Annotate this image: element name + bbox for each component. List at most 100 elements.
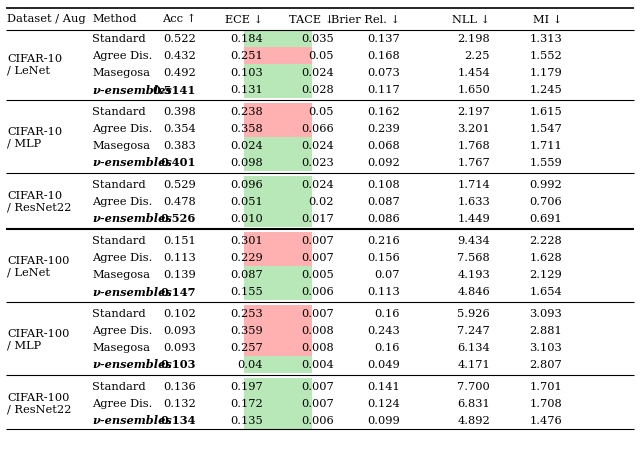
Text: 1.615: 1.615 <box>529 107 562 117</box>
Text: 1.654: 1.654 <box>529 287 562 297</box>
Text: 3.201: 3.201 <box>457 124 490 134</box>
Text: 0.024: 0.024 <box>301 179 334 189</box>
Text: 1.708: 1.708 <box>529 398 562 408</box>
Text: MI ↓: MI ↓ <box>532 14 562 24</box>
Text: 0.051: 0.051 <box>230 197 263 207</box>
Text: TACE ↓: TACE ↓ <box>289 14 334 24</box>
Text: CIFAR-10
/ LeNet: CIFAR-10 / LeNet <box>7 54 62 75</box>
Text: 1.449: 1.449 <box>457 214 490 224</box>
Text: 0.401: 0.401 <box>161 157 196 168</box>
Text: Masegosa: Masegosa <box>92 269 150 279</box>
Text: CIFAR-10
/ ResNet22: CIFAR-10 / ResNet22 <box>7 191 72 212</box>
Text: 0.004: 0.004 <box>301 359 334 369</box>
Bar <box>244 305 312 322</box>
Text: Dataset / Aug: Dataset / Aug <box>7 14 86 24</box>
Text: 0.024: 0.024 <box>301 68 334 78</box>
Text: 1.711: 1.711 <box>529 141 562 151</box>
Text: 0.098: 0.098 <box>230 158 263 168</box>
Text: 0.035: 0.035 <box>301 34 334 44</box>
Text: CIFAR-100
/ ResNet22: CIFAR-100 / ResNet22 <box>7 392 72 414</box>
Text: ν-ensembles: ν-ensembles <box>92 84 172 95</box>
Text: 0.04: 0.04 <box>237 359 263 369</box>
Bar <box>244 412 312 428</box>
Text: ν-ensembles: ν-ensembles <box>92 286 172 297</box>
Text: Standard: Standard <box>92 34 146 44</box>
Text: 2.197: 2.197 <box>457 107 490 117</box>
Text: 0.691: 0.691 <box>529 214 562 224</box>
Text: 0.024: 0.024 <box>230 141 263 151</box>
Text: 0.092: 0.092 <box>367 158 400 168</box>
Text: 1.313: 1.313 <box>529 34 562 44</box>
Text: 2.25: 2.25 <box>465 51 490 61</box>
Bar <box>244 395 312 412</box>
Text: ν-ensembles: ν-ensembles <box>92 213 172 224</box>
Text: 0.102: 0.102 <box>163 308 196 318</box>
Text: 6.831: 6.831 <box>457 398 490 408</box>
Text: 0.113: 0.113 <box>367 287 400 297</box>
Text: Standard: Standard <box>92 236 146 246</box>
Text: 1.476: 1.476 <box>529 415 562 425</box>
Text: 0.131: 0.131 <box>230 85 263 95</box>
Text: 0.151: 0.151 <box>163 236 196 246</box>
Text: 0.139: 0.139 <box>163 269 196 279</box>
Text: 1.552: 1.552 <box>529 51 562 61</box>
Text: 0.168: 0.168 <box>367 51 400 61</box>
Bar <box>244 81 312 98</box>
Text: 5.926: 5.926 <box>457 308 490 318</box>
Text: 1.767: 1.767 <box>457 158 490 168</box>
Text: Agree Dis.: Agree Dis. <box>92 398 152 408</box>
Text: 0.492: 0.492 <box>163 68 196 78</box>
Text: 0.135: 0.135 <box>230 415 263 425</box>
Text: 0.383: 0.383 <box>163 141 196 151</box>
Text: 6.134: 6.134 <box>457 342 490 352</box>
Bar <box>244 249 312 266</box>
Bar <box>244 266 312 283</box>
Bar <box>244 176 312 193</box>
Text: 0.706: 0.706 <box>529 197 562 207</box>
Text: 0.087: 0.087 <box>367 197 400 207</box>
Text: 9.434: 9.434 <box>457 236 490 246</box>
Bar <box>244 154 312 171</box>
Text: 1.179: 1.179 <box>529 68 562 78</box>
Text: 0.007: 0.007 <box>301 252 334 262</box>
Text: 0.257: 0.257 <box>230 342 263 352</box>
Text: 2.881: 2.881 <box>529 325 562 335</box>
Text: 0.132: 0.132 <box>163 398 196 408</box>
Text: 0.992: 0.992 <box>529 179 562 189</box>
Text: 1.768: 1.768 <box>457 141 490 151</box>
Text: 0.156: 0.156 <box>367 252 400 262</box>
Text: CIFAR-100
/ LeNet: CIFAR-100 / LeNet <box>7 255 69 277</box>
Text: 0.184: 0.184 <box>230 34 263 44</box>
Text: 0.141: 0.141 <box>367 381 400 391</box>
Text: Acc ↑: Acc ↑ <box>162 14 196 24</box>
Text: 0.253: 0.253 <box>230 308 263 318</box>
Text: 0.006: 0.006 <box>301 415 334 425</box>
Text: 0.093: 0.093 <box>163 342 196 352</box>
Bar <box>244 322 312 339</box>
Text: 0.134: 0.134 <box>161 415 196 426</box>
Text: 0.251: 0.251 <box>230 51 263 61</box>
Text: 1.650: 1.650 <box>457 85 490 95</box>
Text: 0.087: 0.087 <box>230 269 263 279</box>
Text: 0.008: 0.008 <box>301 325 334 335</box>
Text: NLL ↓: NLL ↓ <box>452 14 490 24</box>
Text: 1.245: 1.245 <box>529 85 562 95</box>
Text: 0.197: 0.197 <box>230 381 263 391</box>
Text: 0.243: 0.243 <box>367 325 400 335</box>
Text: 0.103: 0.103 <box>161 359 196 370</box>
Text: 0.007: 0.007 <box>301 398 334 408</box>
Bar <box>244 30 312 48</box>
Text: 0.432: 0.432 <box>163 51 196 61</box>
Text: Agree Dis.: Agree Dis. <box>92 252 152 262</box>
Text: Method: Method <box>92 14 136 24</box>
Text: Agree Dis.: Agree Dis. <box>92 197 152 207</box>
Text: 0.005: 0.005 <box>301 269 334 279</box>
Text: 2.198: 2.198 <box>457 34 490 44</box>
Text: 0.147: 0.147 <box>161 286 196 297</box>
Text: 2.129: 2.129 <box>529 269 562 279</box>
Text: Standard: Standard <box>92 107 146 117</box>
Text: ν-ensembles: ν-ensembles <box>92 157 172 168</box>
Bar <box>244 339 312 356</box>
Text: 0.172: 0.172 <box>230 398 263 408</box>
Text: 0.359: 0.359 <box>230 325 263 335</box>
